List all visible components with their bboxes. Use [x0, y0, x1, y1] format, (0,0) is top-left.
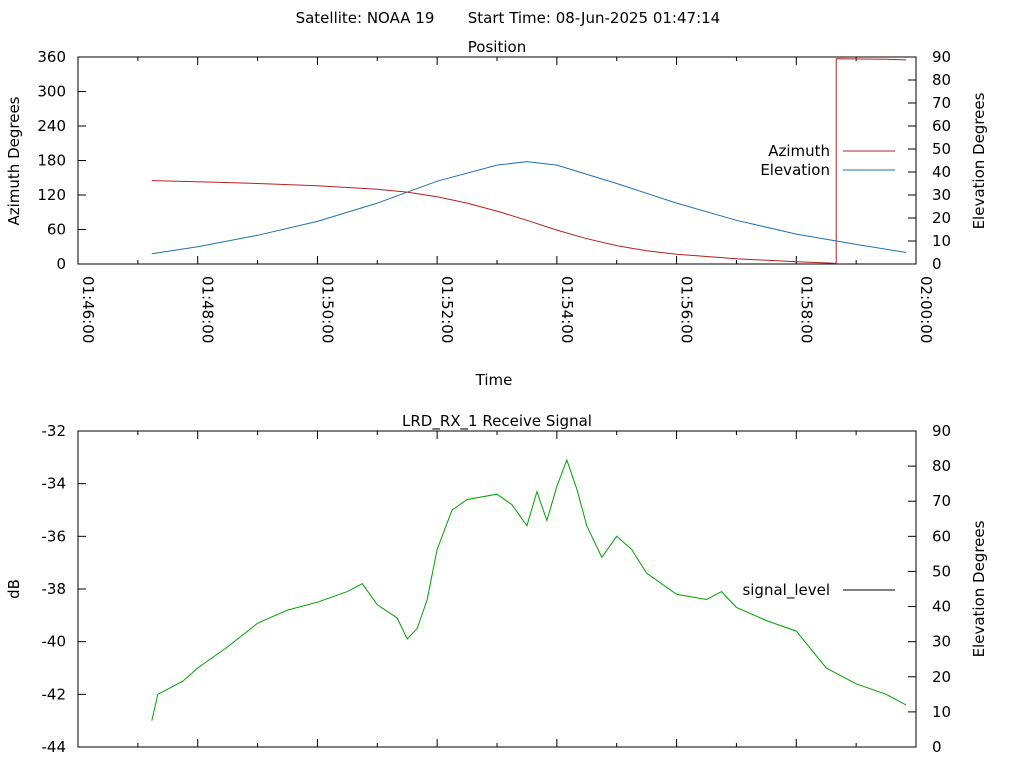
signal-y-axis-label: dB — [5, 579, 23, 599]
legend-label-signal-level: signal_level — [742, 581, 830, 600]
azimuth-axis-tick-label: 300 — [37, 83, 66, 101]
elevation-axis-tick-label: 20 — [932, 209, 951, 227]
signal-y-axis: -44 -42 -40 -38 -36 -34 -32 — [42, 422, 86, 756]
signal-chart: LRD_RX_1 Receive Signal -44-42-40-38-36-… — [5, 412, 988, 756]
db-axis-tick-label: -42 — [42, 685, 67, 703]
signal-elevation-axis-tick-label: 80 — [932, 457, 951, 475]
elevation-axis-tick-label: 10 — [932, 232, 951, 250]
x-tick-label: 02:00:00 — [917, 276, 935, 343]
position-y2-axis-label: Elevation Degrees — [970, 92, 988, 229]
x-tick-label: 01:50:00 — [318, 276, 336, 343]
elevation-axis-tick-label: 70 — [932, 94, 951, 112]
position-x-axis-label: Time — [475, 371, 513, 389]
elevation-axis-tick-label: 80 — [932, 71, 951, 89]
x-tick-label: 01:52:00 — [438, 276, 456, 343]
azimuth-axis-tick-label: 360 — [37, 48, 66, 66]
db-axis-tick-label: -34 — [42, 475, 67, 493]
signal-elevation-axis-tick-label: 40 — [932, 598, 951, 616]
elevation-axis-tick-label: 0 — [932, 255, 942, 273]
azimuth-axis-tick-label: 120 — [37, 186, 66, 204]
azimuth-axis-tick-label: 60 — [47, 221, 66, 239]
signal-elevation-axis-tick-label: 30 — [932, 633, 951, 651]
db-axis-tick-label: -36 — [42, 527, 67, 545]
signal-elevation-axis-tick-label: 70 — [932, 492, 951, 510]
elevation-line — [151, 161, 907, 255]
signal-legend: signal_level — [742, 581, 895, 600]
satellite-label: Satellite: NOAA 19 — [296, 9, 435, 27]
signal-elevation-axis-tick-label: 0 — [932, 738, 942, 756]
x-tick-label: 01:48:00 — [199, 276, 217, 343]
signal-elevation-axis-tick-label: 10 — [932, 703, 951, 721]
x-tick-label: 01:58:00 — [797, 276, 815, 343]
legend-label-elevation: Elevation — [760, 161, 830, 179]
x-tick-label: 01:54:00 — [558, 276, 576, 343]
db-axis-tick-label: -38 — [42, 580, 67, 598]
signal-y2-axis: 0 10 20 30 40 50 60 70 80 90 — [908, 422, 951, 756]
elevation-axis-tick-label: 90 — [932, 48, 951, 66]
elevation-axis-tick-label: 30 — [932, 186, 951, 204]
db-axis-tick-label: -44 — [42, 738, 67, 756]
position-legend: Azimuth Elevation — [760, 142, 895, 179]
position-chart: Position 0 60 120 180 240 300 360 0 10 20 30 40 50 6… — [5, 38, 988, 389]
signal-y2-axis-label: Elevation Degrees — [970, 520, 988, 657]
signal-series — [151, 458, 907, 721]
azimuth-line — [151, 58, 907, 264]
signal-elevation-axis-tick-label: 90 — [932, 422, 951, 440]
start-time-label: Start Time: 08-Jun-2025 01:47:14 — [468, 9, 720, 27]
position-y-axis: 0 60 120 180 240 300 360 — [37, 48, 86, 273]
x-tick-label: 01:46:00 — [79, 276, 97, 343]
position-y2-axis: 0 10 20 30 40 50 60 70 80 90 — [908, 48, 951, 273]
elevation-axis-tick-label: 40 — [932, 163, 951, 181]
signal-elevation-axis-tick-label: 60 — [932, 527, 951, 545]
signal-elevation-axis-tick-label: 20 — [932, 668, 951, 686]
db-axis-tick-label: -40 — [42, 633, 67, 651]
signal-elevation-axis-tick-label: 50 — [932, 562, 951, 580]
signal-x-axis — [77, 431, 917, 747]
azimuth-axis-tick-label: 240 — [37, 117, 66, 135]
position-x-axis: 01:46:00 01:48:00 01:50:00 01:52:00 01:54:00… — [77, 57, 935, 343]
db-axis-tick-label: -32 — [42, 422, 67, 440]
azimuth-axis-tick-label: 180 — [37, 152, 66, 170]
signal-level-line — [151, 458, 907, 721]
legend-label-azimuth: Azimuth — [768, 142, 830, 160]
position-chart-title: Position — [468, 38, 526, 56]
x-tick-label: 01:56:00 — [678, 276, 696, 343]
elevation-axis-tick-label: 60 — [932, 117, 951, 135]
elevation-axis-tick-label: 50 — [932, 140, 951, 158]
position-series — [151, 58, 907, 264]
azimuth-axis-tick-label: 0 — [56, 255, 66, 273]
signal-chart-title: LRD_RX_1 Receive Signal — [402, 412, 592, 431]
position-y-axis-label: Azimuth Degrees — [5, 96, 23, 225]
